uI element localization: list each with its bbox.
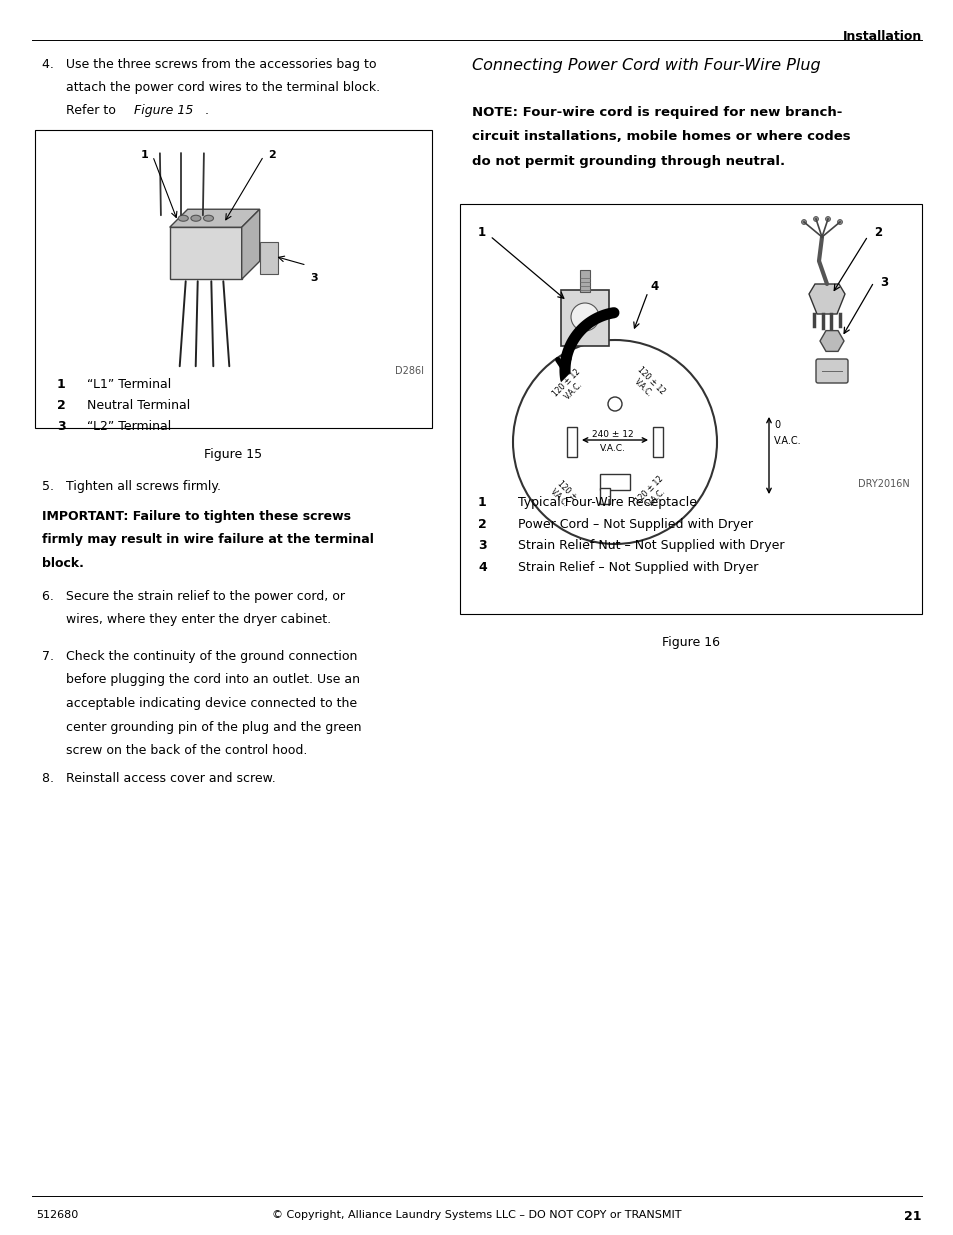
Text: NOTE: Four-wire cord is required for new branch-: NOTE: Four-wire cord is required for new… bbox=[472, 106, 841, 119]
Text: Power Cord – Not Supplied with Dryer: Power Cord – Not Supplied with Dryer bbox=[517, 517, 752, 531]
Text: acceptable indicating device connected to the: acceptable indicating device connected t… bbox=[42, 697, 356, 710]
Text: 4: 4 bbox=[649, 280, 658, 293]
Text: before plugging the cord into an outlet. Use an: before plugging the cord into an outlet.… bbox=[42, 673, 359, 687]
Text: Refer to: Refer to bbox=[42, 104, 120, 117]
Text: center grounding pin of the plug and the green: center grounding pin of the plug and the… bbox=[42, 720, 361, 734]
Text: 2: 2 bbox=[477, 517, 486, 531]
Text: 0: 0 bbox=[773, 420, 780, 430]
Text: 4: 4 bbox=[477, 561, 486, 573]
Bar bbox=[579, 270, 589, 291]
Text: 2: 2 bbox=[268, 149, 275, 161]
Text: Strain Relief Nut – Not Supplied with Dryer: Strain Relief Nut – Not Supplied with Dr… bbox=[517, 538, 783, 552]
Text: Figure 16: Figure 16 bbox=[661, 636, 720, 650]
Text: DRY2016N: DRY2016N bbox=[858, 479, 909, 489]
Text: D286I: D286I bbox=[395, 366, 423, 375]
Ellipse shape bbox=[203, 215, 213, 221]
Polygon shape bbox=[808, 284, 844, 314]
Text: attach the power cord wires to the terminal block.: attach the power cord wires to the termi… bbox=[42, 82, 379, 94]
Polygon shape bbox=[241, 209, 259, 279]
Bar bbox=[170, 227, 241, 279]
Text: 1: 1 bbox=[140, 149, 149, 161]
Text: firmly may result in wire failure at the terminal: firmly may result in wire failure at the… bbox=[42, 534, 374, 547]
Text: block.: block. bbox=[42, 557, 84, 571]
Text: 3: 3 bbox=[477, 538, 486, 552]
Circle shape bbox=[813, 216, 818, 221]
Text: .: . bbox=[205, 104, 209, 117]
Text: wires, where they enter the dryer cabinet.: wires, where they enter the dryer cabine… bbox=[42, 614, 331, 626]
Text: Figure 15: Figure 15 bbox=[204, 448, 262, 461]
Text: “L1” Terminal: “L1” Terminal bbox=[87, 378, 172, 391]
Text: 120 ±
V.A.C.: 120 ± V.A.C. bbox=[547, 479, 578, 509]
Text: 120 ± 12
V.A.C.: 120 ± 12 V.A.C. bbox=[550, 368, 589, 406]
Ellipse shape bbox=[178, 215, 188, 221]
Text: do not permit grounding through neutral.: do not permit grounding through neutral. bbox=[472, 156, 784, 168]
Bar bbox=[599, 488, 609, 504]
FancyBboxPatch shape bbox=[815, 359, 847, 383]
Text: 1: 1 bbox=[477, 226, 486, 240]
Text: © Copyright, Alliance Laundry Systems LLC – DO NOT COPY or TRANSMIT: © Copyright, Alliance Laundry Systems LL… bbox=[272, 1210, 681, 1220]
Text: 2: 2 bbox=[873, 226, 882, 240]
Circle shape bbox=[571, 303, 598, 331]
Text: 1: 1 bbox=[477, 496, 486, 509]
Text: Strain Relief – Not Supplied with Dryer: Strain Relief – Not Supplied with Dryer bbox=[517, 561, 758, 573]
Text: Figure 15: Figure 15 bbox=[133, 104, 193, 117]
Circle shape bbox=[513, 340, 717, 543]
Bar bbox=[652, 427, 662, 457]
Text: V.A.C.: V.A.C. bbox=[773, 436, 801, 446]
Text: Installation: Installation bbox=[841, 30, 921, 43]
Text: 120 ± 12
V.A.C.: 120 ± 12 V.A.C. bbox=[627, 364, 665, 404]
Text: 21: 21 bbox=[903, 1210, 921, 1223]
Polygon shape bbox=[170, 209, 259, 227]
FancyBboxPatch shape bbox=[560, 290, 608, 346]
Bar bbox=[35, 130, 432, 429]
Text: screw on the back of the control hood.: screw on the back of the control hood. bbox=[42, 743, 307, 757]
Text: 5.   Tighten all screws firmly.: 5. Tighten all screws firmly. bbox=[42, 480, 221, 493]
Text: 1: 1 bbox=[57, 378, 66, 391]
Text: circuit installations, mobile homes or where codes: circuit installations, mobile homes or w… bbox=[472, 131, 850, 143]
Text: V.A.C.: V.A.C. bbox=[599, 445, 625, 453]
Text: 3: 3 bbox=[879, 275, 887, 289]
Text: Connecting Power Cord with Four-Wire Plug: Connecting Power Cord with Four-Wire Plu… bbox=[472, 58, 820, 73]
Text: 7.   Check the continuity of the ground connection: 7. Check the continuity of the ground co… bbox=[42, 650, 357, 663]
Text: 120 ± 12
V.A.C.: 120 ± 12 V.A.C. bbox=[633, 474, 672, 514]
Text: 2: 2 bbox=[57, 399, 66, 412]
Text: “L2” Terminal: “L2” Terminal bbox=[87, 420, 172, 433]
Text: 8.   Reinstall access cover and screw.: 8. Reinstall access cover and screw. bbox=[42, 772, 275, 785]
Text: 4.   Use the three screws from the accessories bag to: 4. Use the three screws from the accesso… bbox=[42, 58, 376, 70]
Circle shape bbox=[837, 220, 841, 225]
Ellipse shape bbox=[191, 215, 201, 221]
Bar bbox=[599, 474, 629, 490]
Text: Typical Four-Wire Receptacle: Typical Four-Wire Receptacle bbox=[517, 496, 697, 509]
Text: Neutral Terminal: Neutral Terminal bbox=[87, 399, 190, 412]
Text: 240 ± 12: 240 ± 12 bbox=[592, 430, 633, 438]
Bar bbox=[259, 242, 277, 274]
Text: 3: 3 bbox=[57, 420, 66, 433]
Text: 512680: 512680 bbox=[36, 1210, 78, 1220]
Circle shape bbox=[801, 220, 805, 225]
Text: 3: 3 bbox=[311, 273, 318, 283]
Polygon shape bbox=[820, 331, 843, 352]
Bar bbox=[566, 427, 577, 457]
Circle shape bbox=[824, 216, 830, 221]
Bar bbox=[459, 204, 921, 614]
Text: IMPORTANT: Failure to tighten these screws: IMPORTANT: Failure to tighten these scre… bbox=[42, 510, 351, 522]
Text: 6.   Secure the strain relief to the power cord, or: 6. Secure the strain relief to the power… bbox=[42, 590, 345, 603]
Circle shape bbox=[607, 396, 621, 411]
